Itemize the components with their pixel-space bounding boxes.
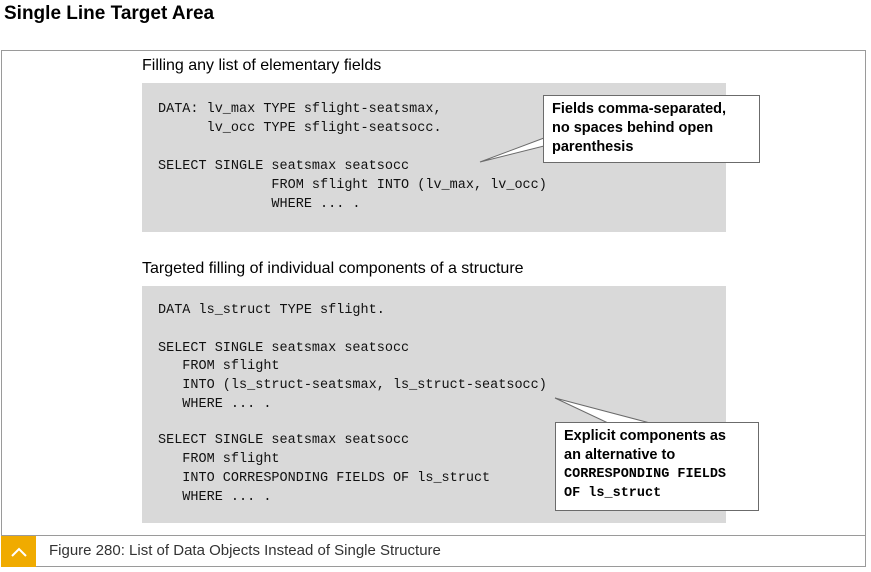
code-line: WHERE ... . [158,197,361,212]
callout-fields-comma-separated: Fields comma-separated, no spaces behind… [543,95,760,163]
code-line: INTO CORRESPONDING FIELDS OF ls_struct [158,471,491,486]
collapse-toggle-button[interactable] [1,536,36,567]
callout-code-line: OF ls_struct [564,486,662,501]
section-heading-elementary-fields: Filling any list of elementary fields [142,57,382,74]
code-line: lv_occ TYPE sflight-seatsocc. [158,121,442,136]
callout-line: Explicit components as [564,428,726,444]
figure-caption: Figure 280: List of Data Objects Instead… [49,542,441,559]
code-line: DATA: lv_max TYPE sflight-seatsmax, [158,102,442,117]
callout-line: Fields comma-separated, [552,101,727,117]
code-line: WHERE ... . [158,397,272,412]
code-line: WHERE ... . [158,490,272,505]
page-title: Single Line Target Area [4,3,215,24]
chevron-up-icon [10,547,27,557]
code-line: SELECT SINGLE seatsmax seatsocc [158,341,410,356]
callout-line: no spaces behind open [552,120,714,136]
code-line: INTO (ls_struct-seatsmax, ls_struct-seat… [158,378,547,393]
callout-line: parenthesis [552,139,634,155]
callout-explicit-components: Explicit components as an alternative to… [555,422,759,511]
code-line: DATA ls_struct TYPE sflight. [158,303,385,318]
code-line: FROM sflight [158,359,280,374]
code-line: FROM sflight INTO (lv_max, lv_occ) [158,178,547,193]
callout-code-line: CORRESPONDING FIELDS [564,467,727,482]
section-heading-structure-components: Targeted filling of individual component… [142,260,524,277]
code-line: SELECT SINGLE seatsmax seatsocc [158,433,410,448]
figure-caption-bar: Figure 280: List of Data Objects Instead… [1,535,866,567]
code-line: FROM sflight [158,452,280,467]
code-line: SELECT SINGLE seatsmax seatsocc [158,159,410,174]
callout-line: an alternative to [564,447,676,463]
